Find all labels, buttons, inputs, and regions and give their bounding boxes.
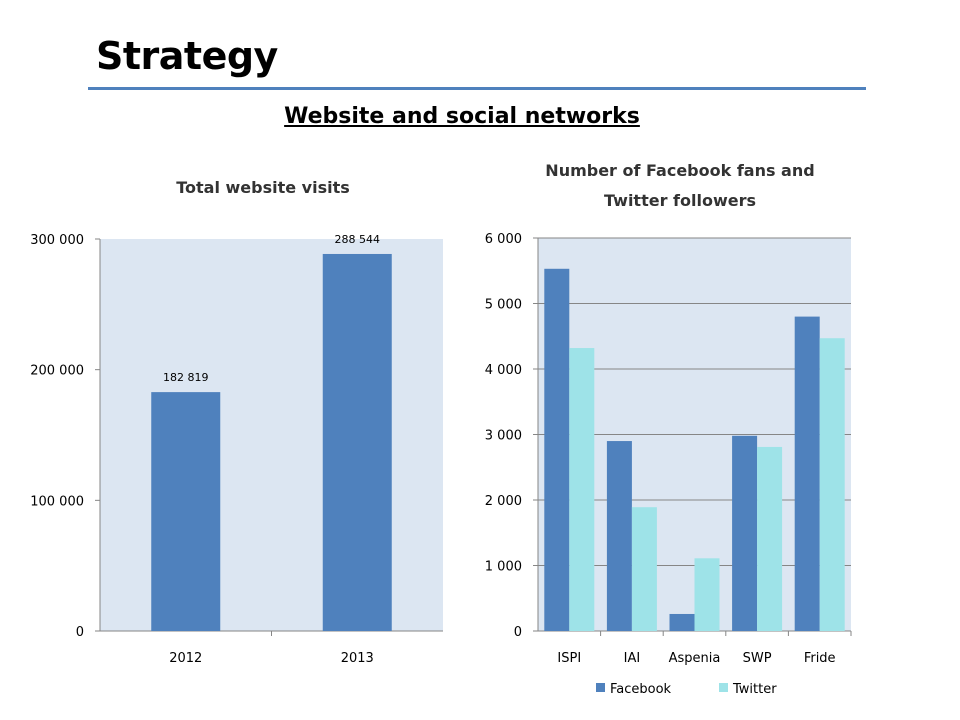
bar: [151, 392, 221, 631]
bar-twitter: [757, 446, 783, 631]
bar-facebook: [732, 435, 758, 631]
x-tick-label: 2012: [169, 651, 202, 666]
x-tick-label: IAI: [624, 651, 641, 666]
y-tick-label: 6 000: [485, 232, 522, 247]
y-tick-label: 0: [514, 625, 522, 640]
bar-facebook: [669, 613, 695, 631]
legend-label-twitter: Twitter: [732, 682, 777, 697]
y-tick-label: 200 000: [30, 364, 84, 379]
y-tick-label: 5 000: [485, 298, 522, 313]
bar-twitter: [631, 507, 657, 631]
chart-title-line-1: Number of Facebook fans and: [545, 161, 814, 180]
bar-facebook: [794, 316, 820, 631]
x-tick-label: Aspenia: [669, 651, 721, 666]
legend-swatch-facebook: [596, 683, 605, 692]
bar: [322, 253, 392, 631]
bar-twitter: [569, 348, 595, 631]
y-tick-label: 1 000: [485, 560, 522, 575]
bar-facebook: [544, 268, 570, 631]
chart-title-line-2: Twitter followers: [604, 191, 756, 210]
x-tick-label: ISPI: [557, 651, 581, 666]
bar-facebook: [606, 441, 632, 631]
bar-twitter: [819, 338, 845, 631]
slide-title: Strategy: [96, 34, 278, 78]
y-tick-label: 100 000: [30, 494, 84, 509]
x-tick-label: 2013: [341, 651, 374, 666]
x-tick-label: SWP: [743, 651, 772, 666]
legend-swatch-twitter: [719, 683, 728, 692]
y-tick-label: 0: [76, 625, 84, 640]
legend-label-facebook: Facebook: [610, 682, 672, 697]
y-tick-label: 2 000: [485, 494, 522, 509]
y-tick-label: 4 000: [485, 363, 522, 378]
data-label: 182 819: [163, 371, 209, 384]
data-label: 288 544: [335, 233, 381, 246]
x-tick-label: Fride: [804, 651, 836, 666]
y-tick-label: 3 000: [485, 429, 522, 444]
y-tick-label: 300 000: [30, 233, 84, 248]
section-title: Website and social networks: [284, 104, 640, 129]
title-divider: [88, 87, 866, 90]
chart-title: Total website visits: [176, 178, 350, 197]
bar-twitter: [694, 558, 720, 631]
